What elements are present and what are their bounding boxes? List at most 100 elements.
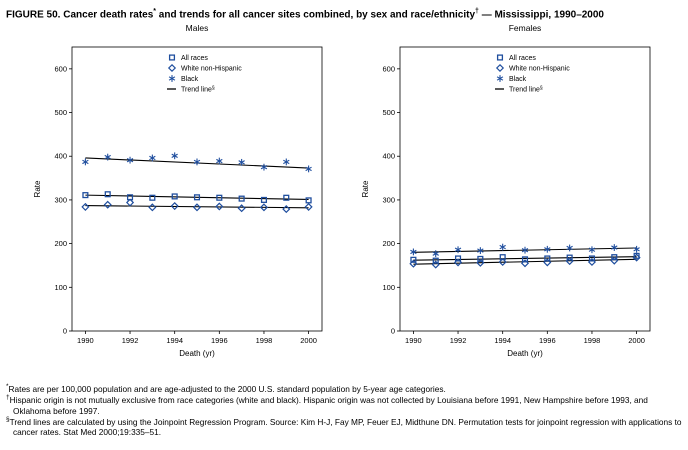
diamond-marker bbox=[81, 203, 90, 212]
y-tick-label: 600 bbox=[54, 65, 67, 74]
square-marker bbox=[521, 256, 529, 263]
square-marker bbox=[260, 197, 268, 204]
y-tick-label: 600 bbox=[382, 65, 395, 74]
diamond-marker bbox=[453, 258, 463, 267]
y-tick-label: 200 bbox=[382, 239, 395, 248]
square-marker bbox=[305, 197, 312, 204]
diamond-marker bbox=[125, 198, 135, 207]
x-axis-label: Death (yr) bbox=[507, 349, 543, 358]
trend-line bbox=[85, 194, 309, 201]
asterisk-marker bbox=[305, 165, 312, 173]
series-all-races bbox=[410, 253, 640, 265]
square-marker bbox=[193, 194, 201, 201]
y-axis-label: Rate bbox=[361, 180, 370, 197]
square-marker bbox=[432, 257, 439, 265]
legend-label: All races bbox=[509, 55, 536, 62]
diamond-marker bbox=[543, 258, 552, 267]
x-tick-label: 1990 bbox=[77, 336, 94, 345]
diamond-marker bbox=[304, 203, 313, 212]
square-marker bbox=[454, 255, 462, 262]
chart-block-males: Males 0 100 200 300 400 500 600 1990 1992 1994 199… bbox=[30, 23, 330, 380]
square-marker bbox=[566, 254, 573, 261]
y-tick-label: 400 bbox=[382, 152, 395, 161]
asterisk-marker bbox=[168, 75, 176, 83]
asterisk-marker bbox=[126, 157, 134, 164]
y-tick-label: 500 bbox=[382, 108, 395, 117]
x-tick-label: 2000 bbox=[300, 336, 317, 345]
asterisk-marker bbox=[216, 157, 223, 165]
diamond-marker bbox=[610, 256, 619, 266]
asterisk-marker bbox=[588, 246, 596, 254]
asterisk-marker bbox=[149, 154, 156, 162]
diamond-marker bbox=[498, 258, 507, 267]
series-white-non-hispanic bbox=[409, 253, 641, 269]
diamond-marker bbox=[148, 203, 157, 212]
footnote-hispanic-origin: †Hispanic origin is not mutually exclusi… bbox=[6, 394, 682, 415]
x-tick-label: 1994 bbox=[494, 336, 511, 345]
chart-title-males: Males bbox=[185, 23, 209, 34]
diamond-marker bbox=[259, 203, 269, 212]
y-tick-label: 300 bbox=[382, 196, 395, 205]
asterisk-marker bbox=[454, 246, 462, 254]
square-marker bbox=[633, 253, 640, 260]
footnotes: *Rates are per 100,000 population and ar… bbox=[0, 380, 688, 437]
asterisk-marker bbox=[566, 244, 573, 252]
footnote-rates: *Rates are per 100,000 population and ar… bbox=[6, 383, 682, 394]
legend-label: White non-Hispanic bbox=[181, 66, 242, 73]
square-marker bbox=[168, 54, 176, 61]
square-marker bbox=[216, 195, 223, 202]
square-marker bbox=[283, 195, 290, 202]
diamond-marker bbox=[520, 259, 530, 268]
males-chart-canvas: 0 100 200 300 400 500 600 1990 1992 1994 1996 1998 2… bbox=[30, 35, 330, 380]
x-tick-label: 2000 bbox=[628, 336, 645, 345]
y-tick-label: 0 bbox=[63, 327, 67, 336]
footnote-marker: § bbox=[6, 415, 10, 423]
asterisk-marker bbox=[238, 159, 245, 167]
chart-block-females: Females 0 100 200 300 400 500 600 1990 1992 1994 1… bbox=[358, 23, 658, 380]
asterisk-marker bbox=[171, 152, 178, 160]
square-marker bbox=[588, 255, 596, 262]
charts-row: Males 0 100 200 300 400 500 600 1990 1992 1994 199… bbox=[0, 23, 688, 380]
diamond-marker bbox=[167, 64, 177, 73]
x-tick-label: 1992 bbox=[450, 336, 467, 345]
x-axis-label: Death (yr) bbox=[179, 349, 215, 358]
legend-label: All races bbox=[181, 55, 208, 62]
asterisk-marker bbox=[544, 246, 551, 254]
x-tick-label: 1998 bbox=[584, 336, 601, 345]
asterisk-marker bbox=[521, 247, 529, 254]
x-tick-label: 1998 bbox=[256, 336, 273, 345]
x-tick-label: 1996 bbox=[211, 336, 228, 345]
legend-label: Black bbox=[181, 76, 199, 83]
x-tick-label: 1994 bbox=[166, 336, 183, 345]
diamond-marker bbox=[565, 257, 574, 266]
footnote-text: Trend lines are calculated by using the … bbox=[9, 416, 682, 438]
legend-label: Black bbox=[509, 76, 527, 83]
footnote-trend-lines: §Trend lines are calculated by using the… bbox=[6, 416, 682, 437]
diamond-marker bbox=[282, 205, 291, 214]
legend: All races White non-Hispanic Black Trend li… bbox=[495, 54, 570, 94]
square-marker bbox=[410, 257, 417, 264]
x-tick-label: 1990 bbox=[405, 336, 422, 345]
series-black bbox=[82, 152, 312, 173]
footnote-text: Hispanic origin is not mutually exclusiv… bbox=[9, 395, 648, 416]
legend-label: White non-Hispanic bbox=[509, 66, 570, 73]
asterisk-marker bbox=[82, 158, 89, 166]
square-marker bbox=[544, 255, 551, 262]
diamond-marker bbox=[170, 202, 179, 211]
diamond-marker bbox=[237, 204, 246, 213]
plot-border bbox=[71, 46, 323, 332]
legend: All races White non-Hispanic Black Trend li… bbox=[167, 54, 242, 94]
square-marker bbox=[238, 195, 245, 202]
asterisk-marker bbox=[432, 250, 439, 258]
y-tick-label: 0 bbox=[391, 327, 395, 336]
y-tick-label: 100 bbox=[54, 283, 67, 292]
footnote-ref-asterisk: * bbox=[153, 8, 157, 15]
square-marker bbox=[82, 192, 89, 199]
chart-title-females: Females bbox=[508, 23, 542, 34]
series-white-non-hispanic bbox=[81, 198, 313, 214]
footnote-marker: † bbox=[6, 394, 10, 402]
figure-title-text: FIGURE 50. Cancer death rates bbox=[6, 9, 154, 21]
series-all-races bbox=[82, 191, 312, 204]
square-marker bbox=[104, 191, 111, 198]
